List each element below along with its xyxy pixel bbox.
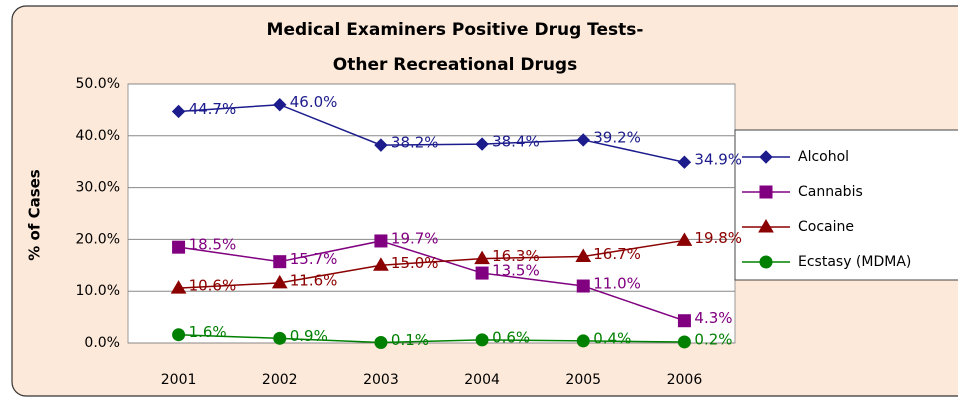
data-label: 0.6% <box>492 328 530 346</box>
y-tick-label: 40.0% <box>76 128 120 144</box>
data-point <box>273 331 287 345</box>
legend-marker <box>759 255 773 269</box>
y-tick-label: 10.0% <box>76 283 120 299</box>
data-label: 1.6% <box>189 323 227 341</box>
chart-subtitle: Other Recreational Drugs <box>333 55 577 75</box>
data-label: 34.9% <box>694 151 742 169</box>
legend-label: Ecstasy (MDMA) <box>798 254 911 270</box>
data-point <box>271 274 288 289</box>
data-point <box>677 314 691 328</box>
chart-title: Medical Examiners Positive Drug Tests- <box>267 20 644 40</box>
series-line <box>178 333 685 344</box>
x-tick-label: 2003 <box>363 372 399 388</box>
data-label: 15.7% <box>290 250 338 268</box>
data-point <box>575 248 592 262</box>
legend-marker <box>759 150 773 164</box>
x-tick-label: 2006 <box>667 372 703 388</box>
data-label: 19.8% <box>694 229 742 247</box>
data-point <box>474 250 490 265</box>
data-point <box>172 240 186 254</box>
data-point <box>576 279 590 293</box>
series-line <box>178 103 685 163</box>
data-point <box>677 335 691 349</box>
legend-label: Cannabis <box>798 184 863 200</box>
data-label: 15.0% <box>391 254 439 272</box>
x-tick-label: 2002 <box>262 372 298 388</box>
data-label: 19.7% <box>391 229 439 247</box>
data-label: 11.0% <box>593 275 641 293</box>
data-label: 0.2% <box>694 330 732 348</box>
data-point <box>374 335 388 349</box>
data-label: 39.2% <box>593 128 641 146</box>
data-label: 0.4% <box>593 329 631 347</box>
data-point <box>676 232 693 246</box>
data-label: 16.7% <box>593 245 641 263</box>
series-line <box>178 240 685 322</box>
data-point <box>475 266 489 280</box>
data-point <box>677 155 692 169</box>
plot-area <box>127 83 736 344</box>
y-tick-label: 20.0% <box>76 231 120 247</box>
data-point <box>475 333 489 347</box>
data-point <box>273 98 287 112</box>
data-point <box>273 255 287 269</box>
data-point <box>170 280 187 294</box>
data-label: 11.6% <box>290 271 338 289</box>
data-label: 10.6% <box>189 277 237 295</box>
data-label: 46.0% <box>290 93 338 111</box>
data-point <box>374 138 388 152</box>
data-label: 0.1% <box>391 331 429 349</box>
data-label: 16.3% <box>492 247 540 265</box>
data-label: 13.5% <box>492 262 540 280</box>
legend-label: Alcohol <box>798 149 849 165</box>
data-label: 38.4% <box>492 133 540 151</box>
data-label: 38.2% <box>391 134 439 152</box>
data-label: 4.3% <box>694 309 732 327</box>
data-label: 0.9% <box>290 327 328 345</box>
data-label: 18.5% <box>189 236 237 254</box>
data-point <box>373 257 389 271</box>
x-tick-label: 2005 <box>565 372 601 388</box>
y-tick-label: 30.0% <box>76 180 120 196</box>
y-axis-label: % of Cases <box>26 169 44 261</box>
legend-marker <box>759 185 773 199</box>
data-point <box>172 328 186 342</box>
data-point <box>475 137 489 151</box>
data-point <box>374 234 388 248</box>
data-point <box>171 104 186 119</box>
data-label: 44.7% <box>189 100 237 118</box>
legend-label: Cocaine <box>798 219 854 235</box>
data-point <box>576 334 590 348</box>
x-tick-label: 2001 <box>161 372 197 388</box>
data-point <box>576 133 590 147</box>
legend-marker <box>758 219 774 233</box>
series-line <box>178 239 685 289</box>
legend-box <box>734 129 958 281</box>
y-tick-label: 50.0% <box>76 76 120 92</box>
x-tick-label: 2004 <box>464 372 500 388</box>
y-tick-label: 0.0% <box>84 335 120 351</box>
